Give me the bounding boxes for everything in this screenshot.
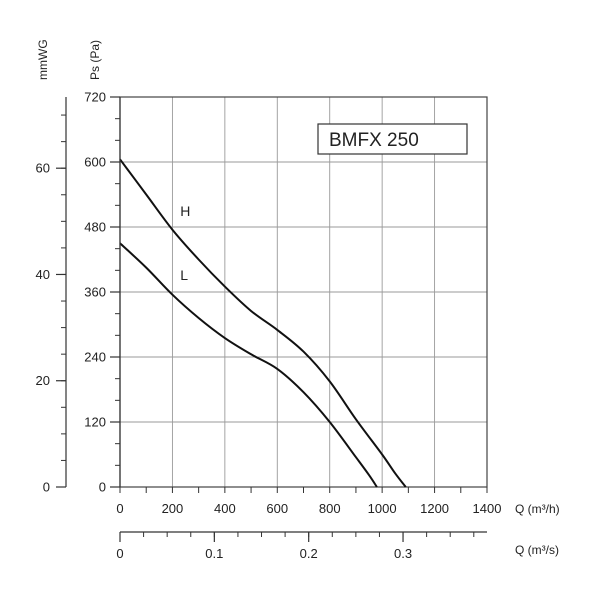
pressure-axis-tick-label: 240 (84, 350, 106, 365)
flow-m3s-axis-tick-label: 0.2 (300, 546, 318, 561)
flow-m3h-axis-tick-label: 1000 (368, 501, 397, 516)
mmwg-axis-tick-label: 40 (36, 267, 50, 282)
pressure-axis-tick-label: 360 (84, 285, 106, 300)
flow-m3s-axis: 0 0.1 0.2 0.3 (116, 531, 487, 561)
flow-m3s-axis-tick-label: 0.1 (205, 546, 223, 561)
mmwg-axis-tick-label: 60 (36, 161, 50, 176)
series-labels: HL (180, 203, 190, 283)
pressure-axis: 0 120 240 360 480 600 720 (84, 90, 121, 495)
flow-m3s-axis-tick-label: 0.3 (394, 546, 412, 561)
flow-m3h-axis-tick-label: 800 (319, 501, 341, 516)
flow-m3h-axis-tick-label: 1400 (473, 501, 502, 516)
flow-m3h-axis-tick-label: 200 (162, 501, 184, 516)
flow-m3h-axis-label: Q (m³/h) (515, 502, 560, 516)
grid-lines (120, 97, 487, 487)
model-label: BMFX 250 (329, 130, 419, 151)
pressure-axis-tick-label: 720 (84, 90, 106, 105)
model-label-box: BMFX 250 (317, 123, 468, 155)
series-curve-h (119, 158, 407, 488)
flow-m3h-axis-tick-label: 0 (116, 501, 123, 516)
flow-m3s-axis-label: Q (m³/s) (515, 543, 559, 557)
pressure-axis-tick-label: 0 (99, 480, 106, 495)
series-label-l: L (180, 267, 188, 283)
mmwg-axis: 0 20 40 60 (36, 97, 67, 495)
mmwg-axis-tick-label: 0 (43, 480, 50, 495)
flow-m3h-axis-tick-label: 400 (214, 501, 236, 516)
series-curves (119, 158, 407, 488)
mmwg-axis-tick-label: 20 (36, 373, 50, 388)
pressure-axis-tick-label: 480 (84, 220, 106, 235)
pressure-axis-tick-label: 600 (84, 155, 106, 170)
flow-m3h-axis-tick-label: 1200 (420, 501, 449, 516)
mmwg-axis-label: mmWG (36, 39, 50, 80)
flow-m3s-axis-tick-label: 0 (116, 546, 123, 561)
flow-m3h-axis: 0 200 400 600 800 1000 1200 1400 (116, 487, 501, 516)
series-curve-l (119, 242, 378, 488)
pressure-axis-tick-label: 120 (84, 415, 106, 430)
series-label-h: H (180, 203, 190, 219)
flow-m3h-axis-tick-label: 600 (266, 501, 288, 516)
pressure-axis-label: Ps (Pa) (88, 40, 102, 80)
